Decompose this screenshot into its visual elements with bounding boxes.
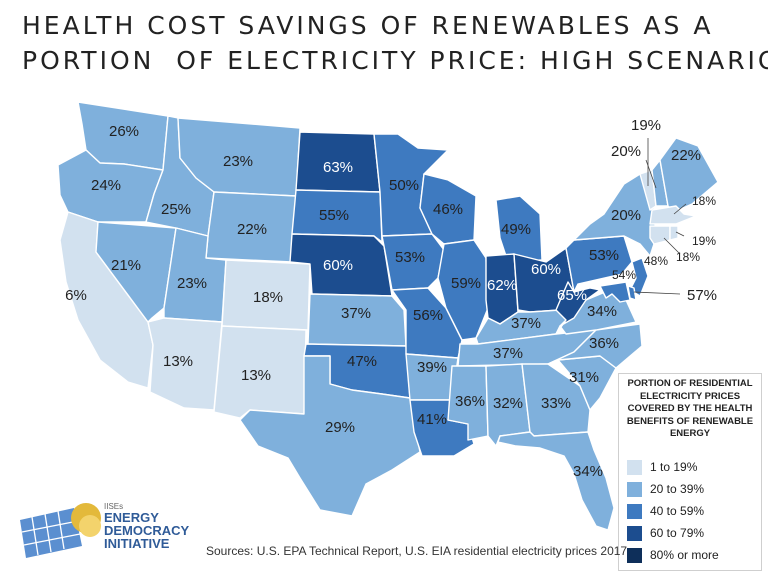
legend-swatch (627, 547, 642, 563)
logo-line-3: INITIATIVE (104, 536, 170, 551)
legend-swatch (627, 481, 642, 497)
legend-title: PORTION OF RESIDENTIAL ELECTRICITY PRICE… (626, 378, 754, 439)
state-MI (495, 195, 543, 263)
logo-wordmark: IISEs ENERGY DEMOCRACY INITIATIVE (104, 502, 189, 550)
state-label-VT: 19% (631, 117, 661, 134)
state-label-MN: 50% (389, 177, 419, 194)
state-KS (307, 293, 407, 347)
leader-lines (633, 138, 687, 295)
state-label-RI: 19% (692, 234, 716, 248)
state-label-NC: 36% (589, 335, 619, 352)
legend-swatch (627, 459, 642, 475)
legend-item-label: 80% or more (650, 548, 719, 562)
state-label-WI: 46% (433, 201, 463, 218)
state-label-KY: 37% (511, 315, 541, 332)
state-label-SC: 31% (569, 369, 599, 386)
logo-line-1: ENERGY (104, 510, 159, 525)
state-label-WA: 26% (109, 123, 139, 140)
state-label-AZ: 13% (163, 353, 193, 370)
state-label-CT: 18% (676, 250, 700, 264)
state-label-PA: 53% (589, 247, 619, 264)
state-label-DE: 57% (687, 287, 717, 304)
map-title-line-1: HEALTH COST SAVINGS OF RENEWABLES AS A (22, 11, 714, 40)
state-MD (599, 281, 631, 303)
state-label-NJ: 48% (644, 254, 668, 268)
state-VA (559, 289, 637, 335)
state-NJ (629, 257, 649, 297)
state-label-NM: 13% (241, 367, 271, 384)
legend-swatch (627, 525, 642, 541)
state-label-FL: 34% (573, 463, 603, 480)
legend-item: 20 to 39% (627, 478, 719, 500)
state-WY (205, 191, 297, 263)
state-label-MT: 23% (223, 153, 253, 170)
map-title: HEALTH COST SAVINGS OF RENEWABLES AS A P… (22, 8, 768, 78)
state-label-KS: 37% (341, 305, 371, 322)
state-label-TX: 29% (325, 419, 355, 436)
state-MA (649, 205, 697, 225)
state-label-IA: 53% (395, 249, 425, 266)
state-label-OH: 60% (531, 261, 561, 278)
state-label-UT: 23% (177, 275, 207, 292)
state-WV (555, 281, 601, 335)
state-label-NV: 21% (111, 257, 141, 274)
state-label-MA: 18% (692, 194, 716, 208)
state-label-AL: 32% (493, 395, 523, 412)
solar-panel-icon (20, 508, 82, 558)
state-SD (291, 189, 383, 243)
logo-line-2: DEMOCRACY (104, 523, 190, 538)
state-value-labels: 26% 24% 6% 21% 25% 23% 22% 23% 13% 18% 1… (65, 117, 717, 480)
energy-democracy-logo (20, 503, 101, 558)
state-label-TN: 37% (493, 345, 523, 362)
map-legend: PORTION OF RESIDENTIAL ELECTRICITY PRICE… (619, 374, 761, 570)
state-label-ME: 22% (671, 147, 701, 164)
state-TX (239, 355, 421, 517)
source-note: Sources: U.S. EPA Technical Report, U.S.… (206, 544, 628, 558)
state-label-WY: 22% (237, 221, 267, 238)
state-label-GA: 33% (541, 395, 571, 412)
legend-swatch (627, 503, 642, 519)
state-NC (547, 323, 643, 369)
legend-item-label: 60 to 79% (650, 526, 705, 540)
state-label-AR: 39% (417, 359, 447, 376)
state-label-NH: 20% (611, 143, 641, 160)
logo-org-small: IISEs (104, 502, 124, 511)
state-label-VA: 34% (587, 303, 617, 320)
legend-item: 40 to 59% (627, 500, 719, 522)
legend-item-label: 1 to 19% (650, 460, 698, 474)
state-label-LA: 41% (417, 411, 447, 428)
state-label-NY: 20% (611, 207, 641, 224)
legend-item: 1 to 19% (627, 456, 719, 478)
state-FL (497, 431, 615, 531)
legend-items: 1 to 19% 20 to 39% 40 to 59% 60 to 79% 8… (627, 456, 719, 566)
state-RI (669, 225, 679, 241)
state-label-OR: 24% (91, 177, 121, 194)
legend-item: 80% or more (627, 544, 719, 566)
state-label-MI: 49% (501, 221, 531, 238)
legend-item-label: 20 to 39% (650, 482, 705, 496)
state-AZ (147, 317, 223, 411)
legend-item-label: 40 to 59% (650, 504, 705, 518)
state-label-IN: 62% (487, 277, 517, 294)
state-label-SD: 55% (319, 207, 349, 224)
state-label-WV: 65% (557, 287, 587, 304)
state-label-NE: 60% (323, 257, 353, 274)
state-label-MO: 56% (413, 307, 443, 324)
state-IA (381, 233, 445, 291)
state-label-ID: 25% (161, 201, 191, 218)
state-label-ND: 63% (323, 159, 353, 176)
state-label-MD: 54% (612, 268, 636, 282)
state-label-MS: 36% (455, 393, 485, 410)
map-title-line-2: PORTION OF ELECTRICITY PRICE: HIGH SCENA… (22, 46, 768, 75)
state-label-CO: 18% (253, 289, 283, 306)
legend-item: 60 to 79% (627, 522, 719, 544)
state-label-OK: 47% (347, 353, 377, 370)
sun-icon (71, 503, 101, 537)
state-label-IL: 59% (451, 275, 481, 292)
state-label-CA: 6% (65, 287, 87, 304)
